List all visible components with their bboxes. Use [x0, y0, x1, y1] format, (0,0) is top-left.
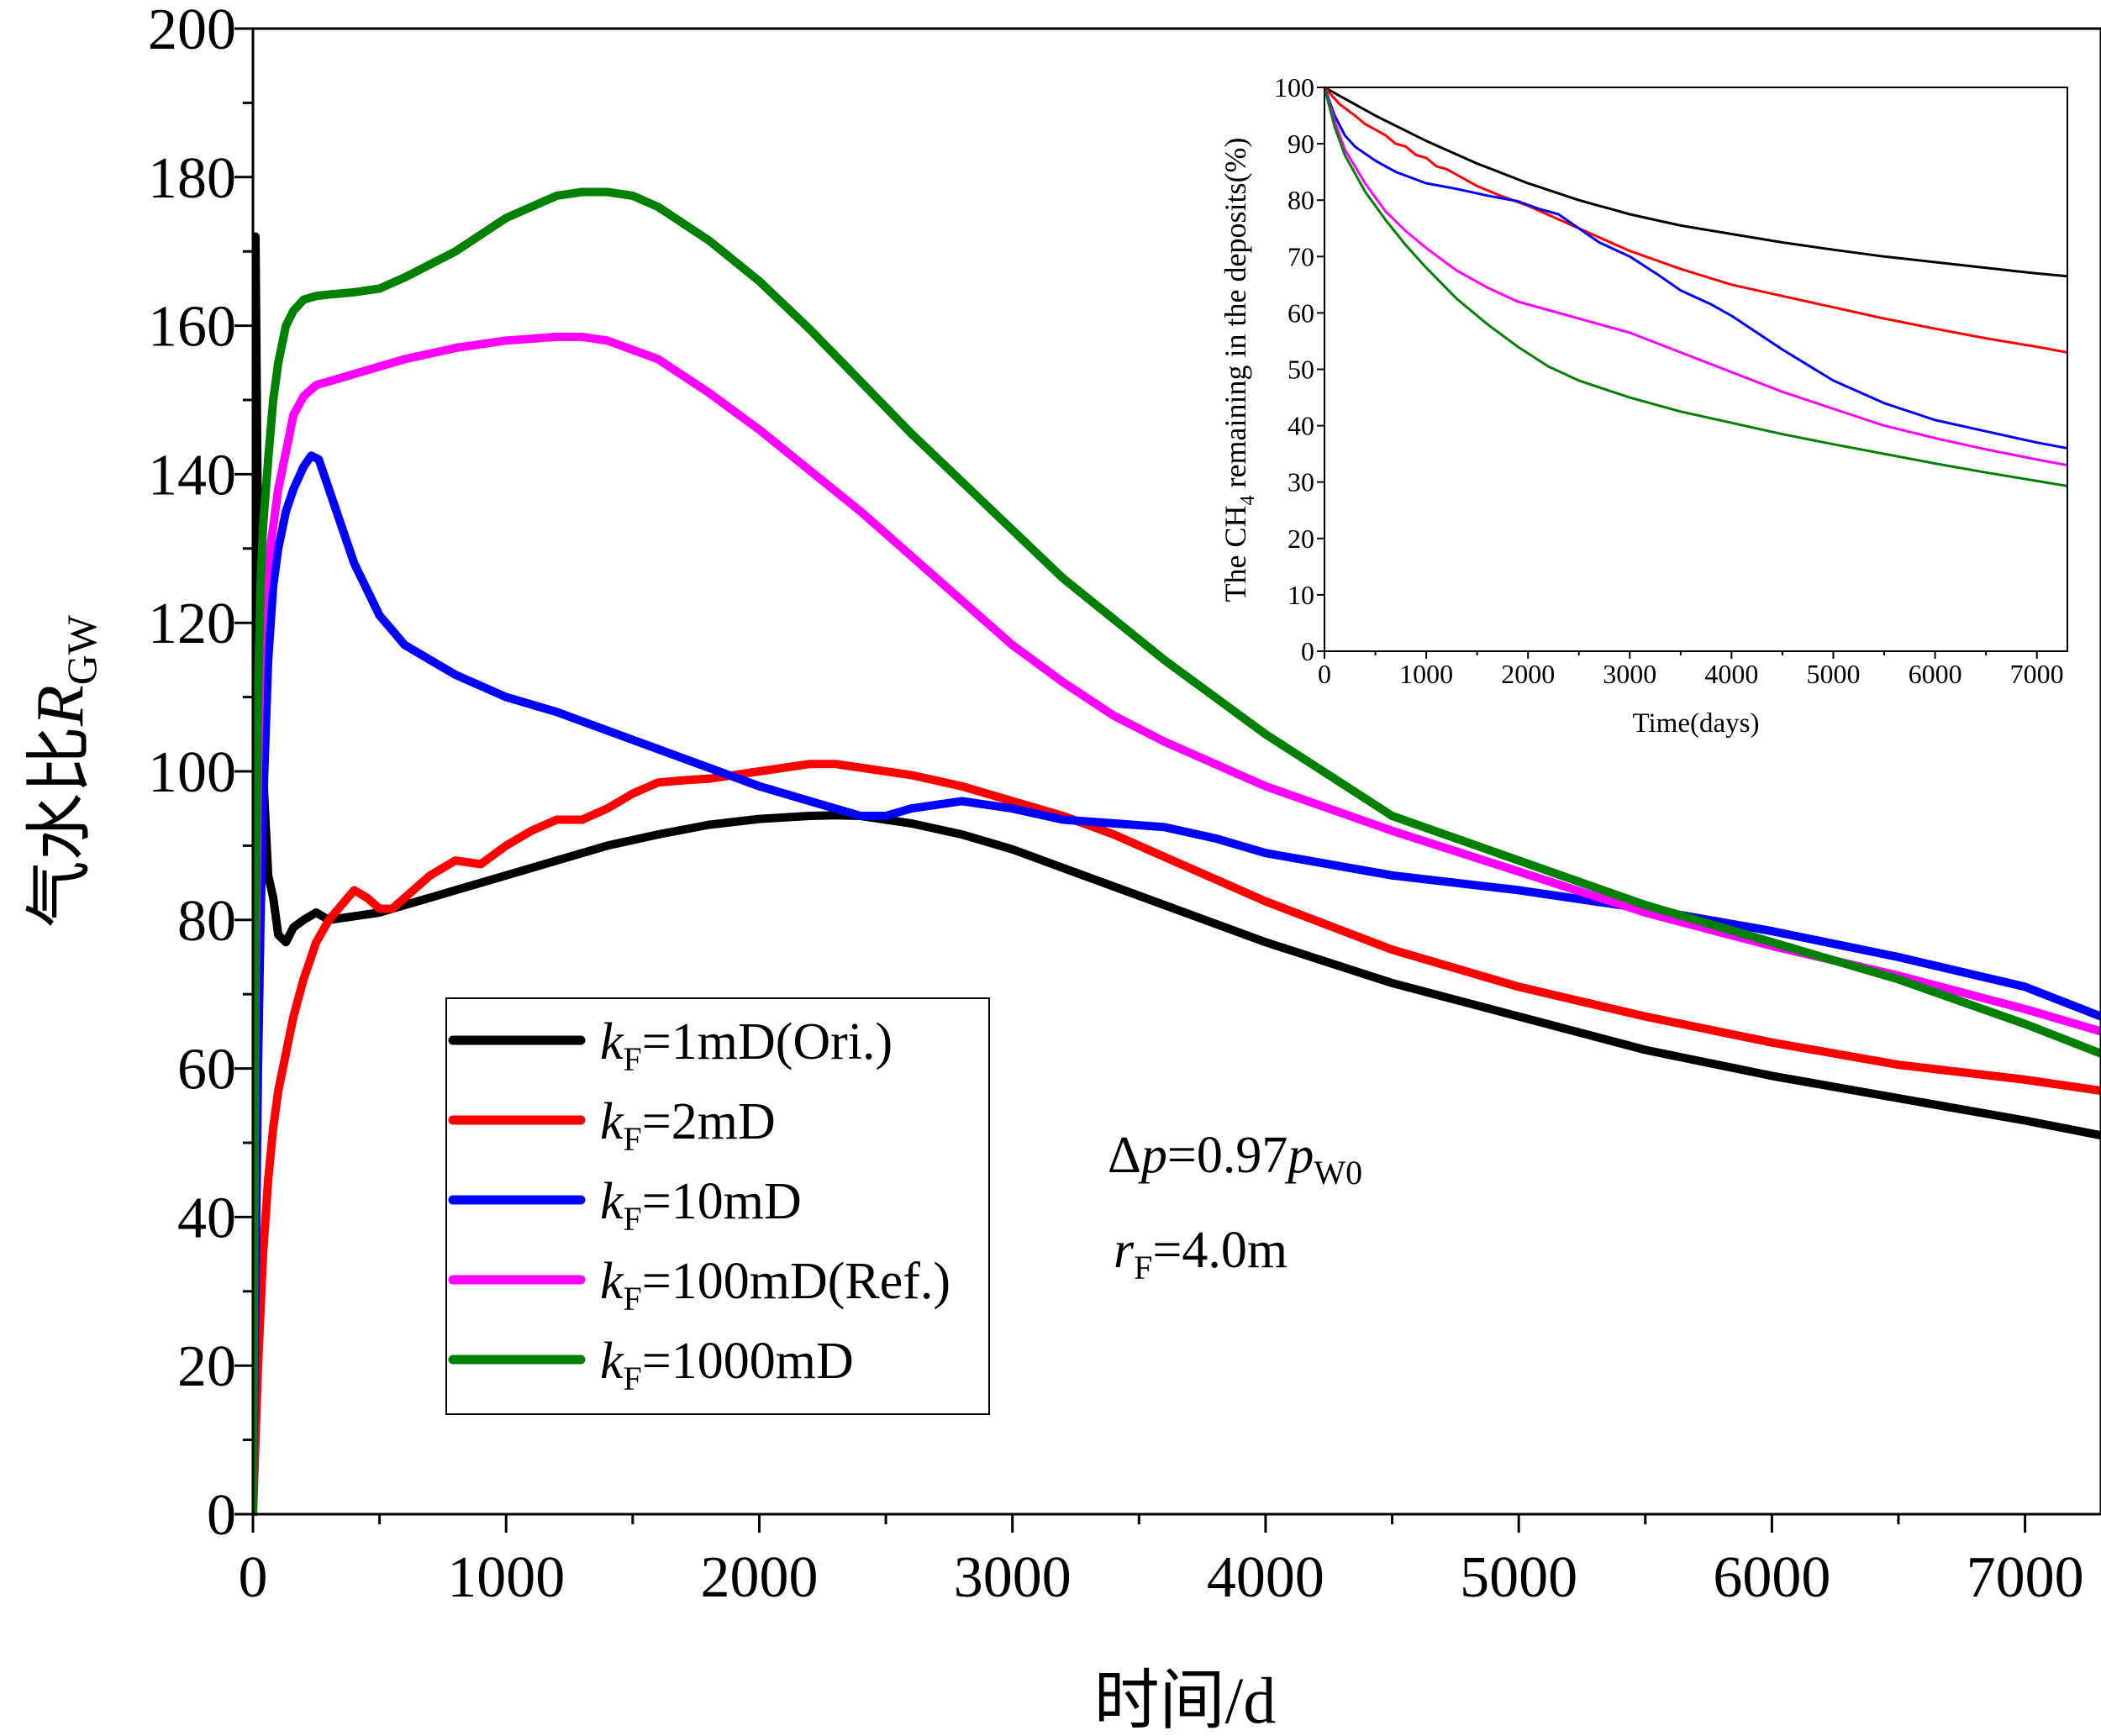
inset-x-tick-label-2000: 2000: [1501, 659, 1555, 689]
inset-y-tick-label-90: 90: [1287, 129, 1314, 159]
inset-series-group: [1324, 86, 2067, 487]
annotation-2: rF=4.0m: [1114, 1222, 1287, 1286]
main-x-tick-label-2000: 2000: [700, 1545, 818, 1610]
main-series-2-line: [253, 760, 2101, 1516]
legend-label-3: kF=10mD: [600, 1173, 802, 1238]
inset-series-1-line: [1324, 86, 2067, 278]
main-series-1-line: [253, 232, 2101, 1516]
annotation-1: Δp=0.97pW0: [1108, 1127, 1362, 1192]
inset-x-tick-label-1000: 1000: [1399, 659, 1453, 689]
inset-x-axis-label: Time(days): [1633, 708, 1760, 739]
main-x-axis-label: 时间/d: [1094, 1664, 1277, 1732]
main-y-tick-label-80: 80: [177, 889, 236, 954]
main-x-tick-label-1000: 1000: [447, 1545, 565, 1610]
main-y-tick-label-200: 200: [148, 0, 236, 62]
inset-plot-frame: [1324, 87, 2068, 652]
inset-x-tick-label-4000: 4000: [1704, 659, 1758, 689]
main-y-tick-label-140: 140: [148, 443, 236, 508]
inset-y-tick-label-80: 80: [1287, 185, 1314, 215]
main-x-tick-label-6000: 6000: [1713, 1545, 1830, 1610]
inset-y-tick-label-100: 100: [1274, 72, 1314, 103]
main-y-tick-label-20: 20: [177, 1334, 236, 1399]
main-y-tick-label-0: 0: [207, 1483, 236, 1548]
inset-y-tick-label-30: 30: [1287, 467, 1314, 497]
main-series-5-line: [253, 187, 2101, 1516]
legend-label-2: kF=2mD: [600, 1093, 776, 1158]
main-group: 0 1000 2000 3000 4000 5000 6000 700002040608010…: [148, 0, 2101, 1610]
inset-x-tick-label-3000: 3000: [1603, 659, 1656, 689]
inset-y-tick-label-20: 20: [1287, 523, 1314, 554]
inset-y-tick-label-60: 60: [1287, 297, 1314, 328]
main-series-4-line: [253, 332, 2101, 1516]
inset-group: 0 1000 2000 3000 4000 5000 6000 7000 0 10 20 30 40 50…: [1274, 72, 2068, 689]
legend-label-5: kF=1000mD: [600, 1333, 854, 1397]
main-y-tick-label-100: 100: [148, 740, 236, 805]
inset-series-4-line: [1324, 86, 2067, 467]
inset-y-tick-label-70: 70: [1287, 241, 1314, 271]
inset-x-tick-label-5000: 5000: [1806, 659, 1860, 689]
inset-series-3-line: [1324, 86, 2067, 450]
inset-y-tick-label-40: 40: [1287, 411, 1314, 441]
main-y-axis-label: 气水比RGW: [24, 614, 105, 928]
main-y-tick-label-160: 160: [148, 295, 236, 360]
main-x-tick-label-5000: 5000: [1460, 1545, 1577, 1610]
inset-y-tick-label-10: 10: [1287, 580, 1314, 610]
main-series-group: [253, 187, 2101, 1516]
inset-series-5-line: [1324, 86, 2067, 487]
main-x-tick-label-0: 0: [239, 1545, 268, 1610]
inset-y-axis-label: The CH4 remaining in the deposits(%): [1219, 138, 1259, 602]
legend-label-1: kF=1mD(Ori.): [600, 1013, 893, 1078]
inset-y-tick-label-0: 0: [1301, 636, 1314, 666]
main-y-tick-label-180: 180: [148, 146, 236, 211]
inset-x-tick-label-0: 0: [1318, 659, 1331, 689]
main-x-tick-label-7000: 7000: [1967, 1545, 2084, 1610]
main-y-tick-label-40: 40: [177, 1186, 236, 1250]
legend-box: [445, 997, 990, 1415]
inset-series-2-line: [1324, 86, 2067, 354]
main-y-tick-label-60: 60: [177, 1038, 236, 1102]
inset-x-tick-label-7000: 7000: [2010, 659, 2064, 689]
main-x-tick-label-3000: 3000: [954, 1545, 1072, 1610]
inset-y-tick-label-50: 50: [1287, 355, 1314, 385]
main-y-tick-label-120: 120: [148, 592, 236, 656]
legend-label-4: kF=100mD(Ref.): [600, 1253, 950, 1318]
inset-x-tick-label-6000: 6000: [1909, 659, 1962, 689]
main-x-tick-label-4000: 4000: [1207, 1545, 1324, 1610]
main-series-3-line: [253, 451, 2101, 1516]
